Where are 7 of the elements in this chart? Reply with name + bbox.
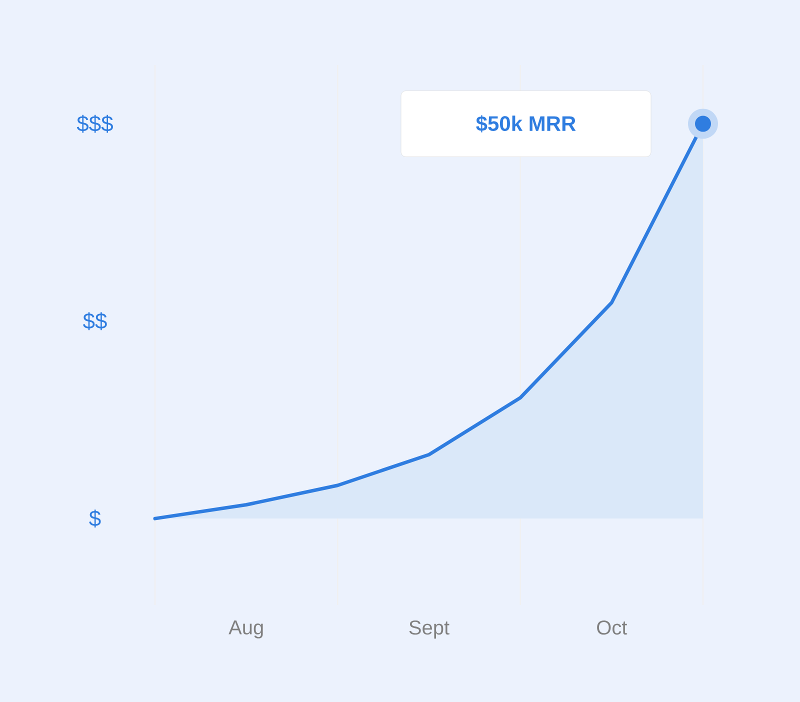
text: $$ — [83, 312, 107, 330]
x-tick-label: Oct — [597, 620, 628, 635]
text: $ — [89, 510, 101, 528]
x-tick-label: Sept — [409, 620, 450, 639]
annotation: $50k MRR — [476, 115, 576, 132]
x-tick-label: Aug — [228, 620, 263, 638]
annotation: $$$ — [76, 114, 113, 133]
